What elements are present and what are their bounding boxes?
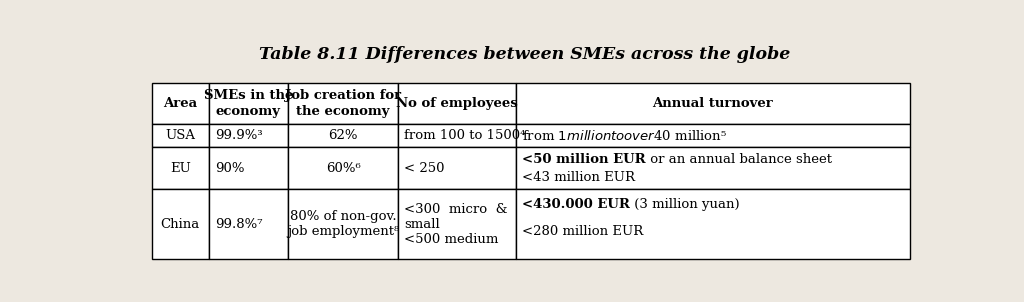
Bar <box>288 189 398 259</box>
Bar <box>152 147 209 189</box>
Text: or an annual balance sheet: or an annual balance sheet <box>645 153 831 166</box>
Text: (3 million yuan): (3 million yuan) <box>630 198 739 211</box>
Bar <box>288 124 398 147</box>
Text: <300  micro  &
small
<500 medium: <300 micro & small <500 medium <box>404 203 508 246</box>
Bar <box>398 83 516 124</box>
Text: <280 million EUR: <280 million EUR <box>522 225 643 238</box>
Text: EU: EU <box>170 162 190 175</box>
Text: Area: Area <box>163 97 198 110</box>
Bar <box>288 147 398 189</box>
Text: 62%: 62% <box>329 129 358 142</box>
Text: 99.9%³: 99.9%³ <box>215 129 262 142</box>
Bar <box>288 83 398 124</box>
Bar <box>516 124 909 147</box>
Bar <box>152 83 209 124</box>
Bar <box>152 124 209 147</box>
Bar <box>398 189 516 259</box>
Text: No of employees: No of employees <box>396 97 518 110</box>
Text: <43 million EUR: <43 million EUR <box>522 171 635 184</box>
Bar <box>516 83 909 124</box>
Text: SMEs in the
economy: SMEs in the economy <box>204 89 293 118</box>
Text: from $1 million to over $40 million⁵: from $1 million to over $40 million⁵ <box>522 129 727 143</box>
Text: < 250: < 250 <box>404 162 445 175</box>
Text: 90%: 90% <box>215 162 245 175</box>
Text: USA: USA <box>165 129 196 142</box>
Text: Table 8.11 Differences between SMEs across the globe: Table 8.11 Differences between SMEs acro… <box>259 46 791 63</box>
Bar <box>398 124 516 147</box>
Bar <box>209 189 288 259</box>
Bar <box>209 83 288 124</box>
Bar <box>209 124 288 147</box>
Text: <430.000 EUR: <430.000 EUR <box>522 198 630 211</box>
Text: from 100 to 1500⁴: from 100 to 1500⁴ <box>404 129 526 142</box>
Text: Job creation for
the economy: Job creation for the economy <box>285 89 401 118</box>
Text: 60%⁶: 60%⁶ <box>326 162 360 175</box>
Text: 80% of non-gov.
job employment⁸: 80% of non-gov. job employment⁸ <box>287 210 399 238</box>
Bar <box>398 147 516 189</box>
Text: 99.8%⁷: 99.8%⁷ <box>215 218 262 231</box>
Bar <box>209 147 288 189</box>
Text: <50 million EUR: <50 million EUR <box>522 153 645 166</box>
Text: China: China <box>161 218 200 231</box>
Text: Annual turnover: Annual turnover <box>652 97 773 110</box>
Bar <box>152 189 209 259</box>
Bar <box>516 147 909 189</box>
Bar <box>516 189 909 259</box>
